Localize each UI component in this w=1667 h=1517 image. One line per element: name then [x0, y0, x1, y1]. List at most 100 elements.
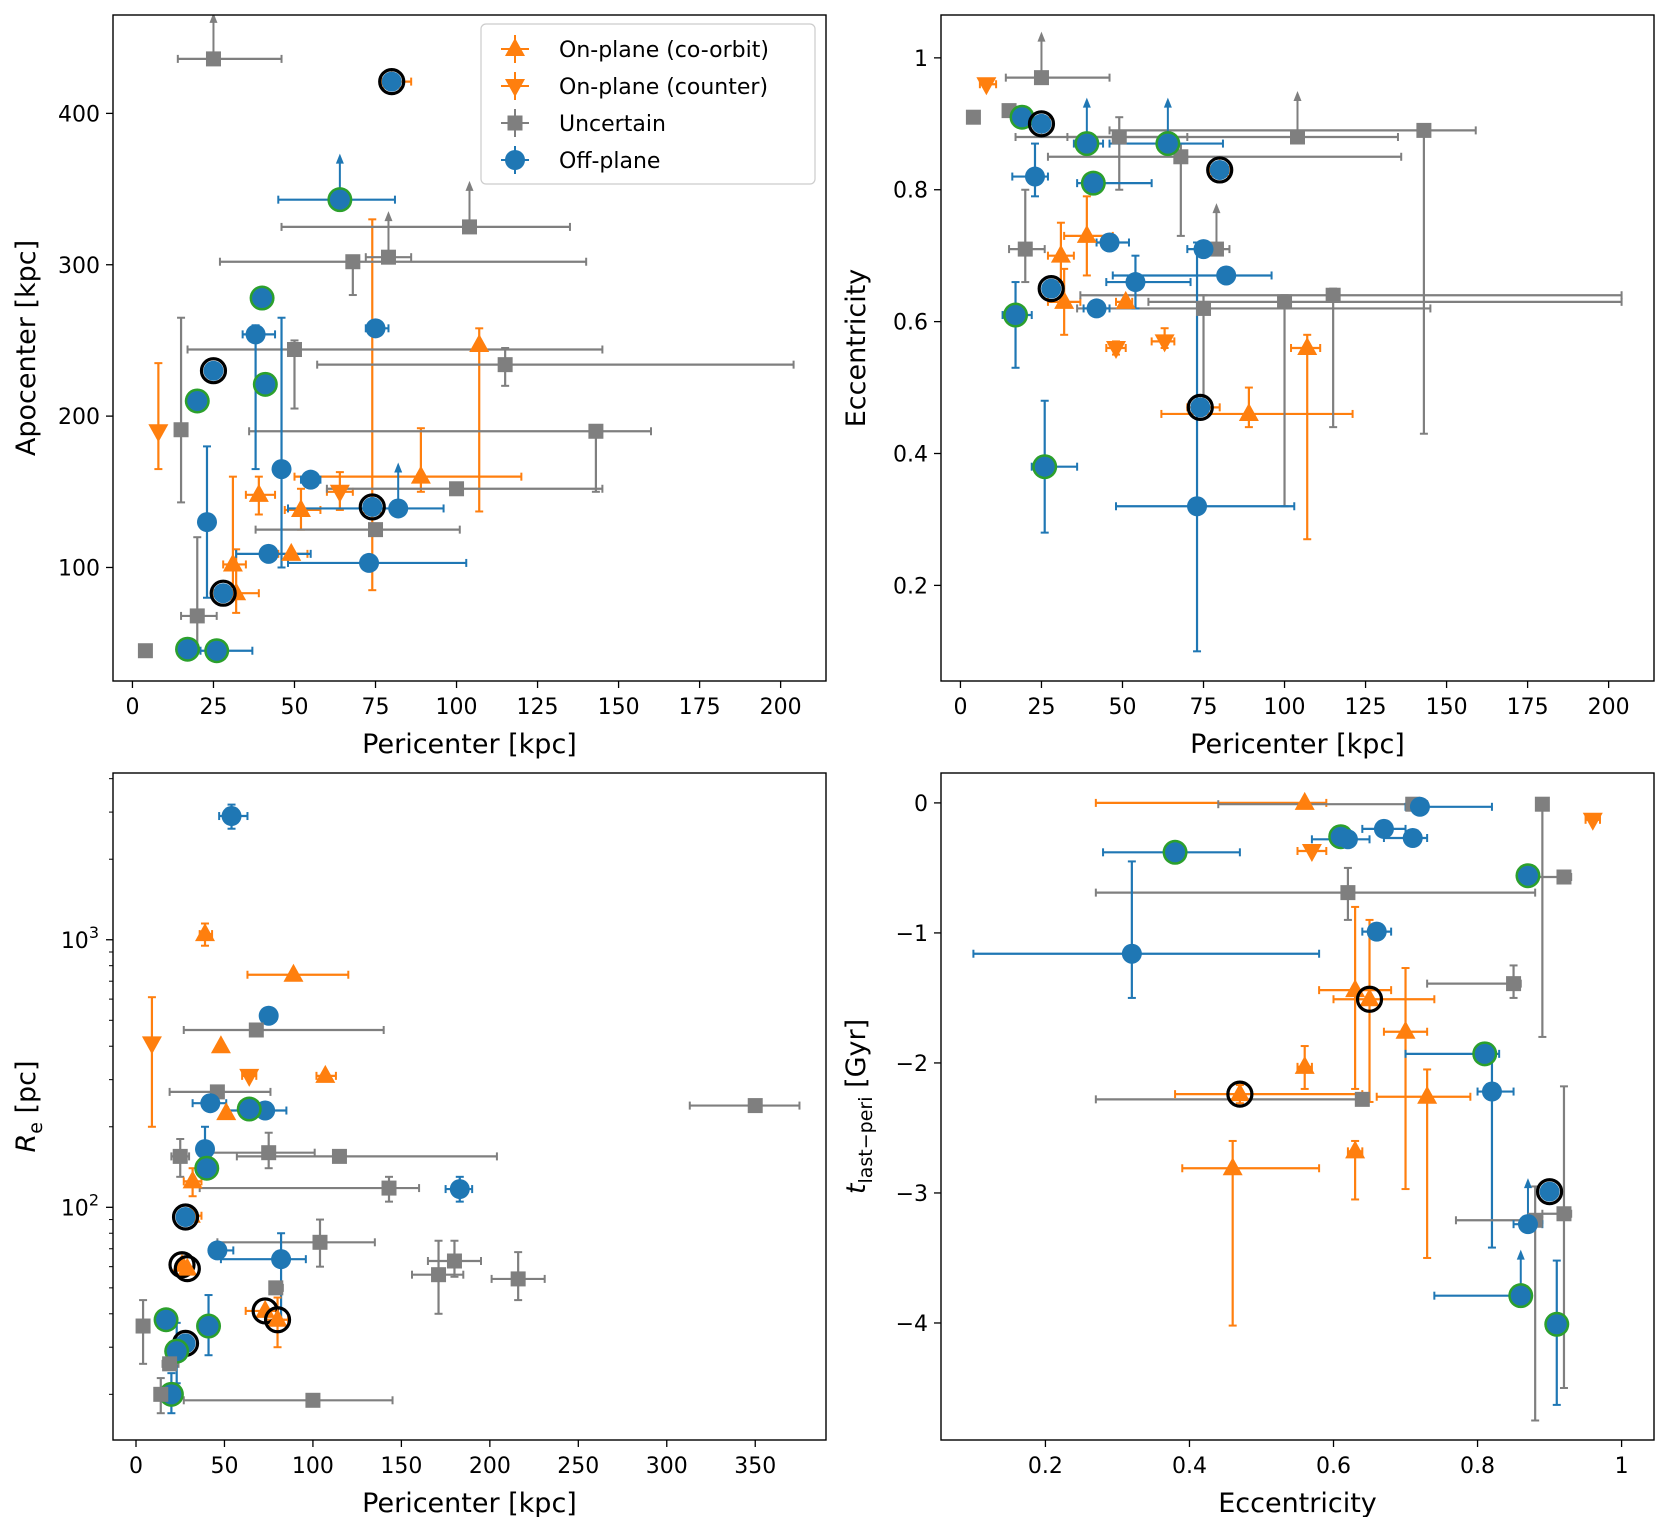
data-point — [177, 639, 198, 660]
x-tick-label: 1 — [1615, 1454, 1629, 1479]
data-point — [1222, 1157, 1243, 1176]
data-point — [300, 469, 321, 490]
data-point — [1294, 791, 1315, 810]
data-point — [1229, 1083, 1250, 1102]
x-tick-label: 25 — [199, 695, 227, 720]
data-point — [1534, 796, 1550, 812]
data-point — [1086, 298, 1107, 319]
data-point — [255, 1299, 276, 1318]
axes-frame — [112, 772, 827, 1441]
data-point — [1121, 943, 1142, 964]
y-tick-label: −4 — [896, 1312, 928, 1337]
data-point — [141, 1036, 162, 1055]
x-tick-label: 50 — [210, 1454, 238, 1479]
data-point — [175, 1207, 196, 1228]
data-point — [271, 1249, 292, 1270]
data-layer — [137, 15, 795, 664]
data-point — [381, 71, 402, 92]
highlight-ring-black — [263, 1306, 292, 1334]
data-point — [156, 1309, 177, 1330]
data-point — [1024, 166, 1045, 187]
data-point — [1154, 334, 1175, 353]
data-point — [1216, 265, 1237, 286]
data-point — [345, 254, 361, 270]
y-tick-label: −2 — [896, 1052, 928, 1077]
x-tick-label: 250 — [557, 1454, 599, 1479]
x-tick-label: 125 — [517, 695, 559, 720]
y-tick-label: 1 — [914, 47, 928, 72]
data-point — [210, 1035, 231, 1054]
data-point — [172, 1148, 188, 1164]
x-tick-label: 350 — [734, 1454, 776, 1479]
legend-label: Uncertain — [559, 112, 666, 137]
data-point — [286, 342, 302, 358]
data-point — [255, 374, 276, 395]
lower-limit-arrowhead — [384, 211, 393, 222]
data-point — [359, 552, 380, 573]
x-tick-label: 200 — [469, 1454, 511, 1479]
data-point — [1417, 1085, 1438, 1104]
data-point — [195, 1139, 215, 1160]
highlight-ring-black — [378, 67, 406, 96]
data-point — [365, 318, 386, 339]
data-point — [258, 543, 279, 564]
lower-limit-arrowhead — [1082, 97, 1091, 108]
panel-apocenter-vs-pericenter: 0 25 50 75 100 125 150 175 200 100 200 300 400 Perice… — [11, 14, 827, 760]
data-point — [431, 1267, 447, 1283]
data-point — [1395, 1020, 1416, 1039]
x-tick-label: 150 — [1426, 695, 1468, 720]
data-point — [206, 640, 227, 661]
highlight-ring-black — [1027, 110, 1056, 138]
data-point — [200, 1093, 221, 1114]
data-layer — [965, 31, 1623, 653]
x-tick-label: 150 — [598, 695, 640, 720]
y-tick-label: 103 — [61, 923, 99, 954]
data-point — [1033, 70, 1049, 86]
data-point — [1297, 337, 1318, 355]
data-point — [976, 77, 997, 96]
data-point — [290, 498, 311, 517]
y-tick-label: −3 — [896, 1182, 928, 1207]
data-point — [329, 484, 350, 503]
data-point — [1277, 294, 1293, 310]
panel-tlastperi-vs-eccentricity: 0.2 0.4 0.6 0.8 1 0 −1 −2 −3 −4 Eccentricity tlast−… — [841, 772, 1655, 1517]
data-point — [1125, 272, 1146, 293]
data-point — [1115, 290, 1136, 309]
data-point — [1173, 149, 1189, 165]
data-point — [588, 423, 604, 439]
data-point — [148, 424, 169, 443]
data-point — [283, 963, 304, 982]
data-point — [203, 360, 224, 381]
highlight-ring-black — [168, 1251, 196, 1279]
legend-marker — [507, 115, 523, 131]
legend: On-plane (co-orbit) On-plane (counter) Unc… — [480, 23, 816, 185]
data-point — [1099, 232, 1120, 253]
data-point — [380, 249, 396, 265]
panel-re-vs-pericenter: 0 50 100 150 200 250 300 350 102 103 Pericenter [k… — [11, 772, 827, 1517]
data-point — [1409, 796, 1430, 817]
lower-limit-arrowhead — [1163, 97, 1172, 108]
x-tick-label: 175 — [1507, 695, 1549, 720]
y-tick-label: 102 — [61, 1190, 99, 1221]
x-tick-label: 200 — [760, 695, 802, 720]
data-point — [315, 1064, 336, 1083]
data-point — [213, 583, 234, 604]
x-tick-label: 75 — [1190, 695, 1218, 720]
x-tick-label: 100 — [436, 695, 478, 720]
lower-limit-arrowhead — [335, 153, 344, 164]
data-point — [245, 324, 266, 345]
data-point — [1083, 173, 1104, 194]
legend-box — [480, 23, 816, 185]
highlight-ring-black — [1037, 275, 1065, 303]
x-axis-label: Eccentricity — [1218, 1488, 1377, 1517]
data-point — [305, 1392, 321, 1408]
data-point — [1546, 1314, 1567, 1335]
lower-limit-arrowhead — [1212, 203, 1221, 214]
x-tick-label: 50 — [1108, 695, 1136, 720]
y-axis-label: Eccentricity — [841, 269, 872, 428]
data-point — [281, 542, 302, 561]
data-point — [747, 1098, 763, 1114]
data-point — [1165, 842, 1186, 863]
data-point — [162, 1356, 178, 1372]
data-point — [1366, 921, 1387, 942]
